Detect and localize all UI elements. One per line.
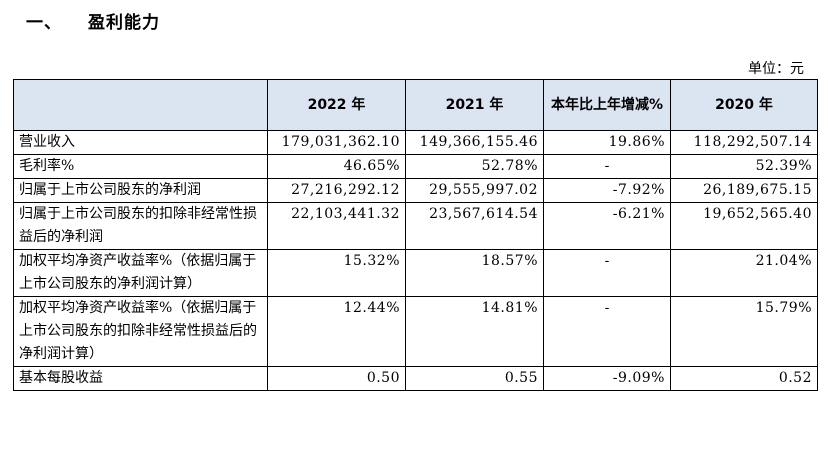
cell-2022: 179,031,362.10 bbox=[267, 130, 406, 155]
table-row: 基本每股收益 0.50 0.55 -9.09% 0.52 bbox=[13, 366, 818, 391]
header-year-2021: 2021 年 bbox=[405, 79, 544, 131]
cell-2021: 23,567,614.54 bbox=[405, 202, 544, 250]
cell-2020: 52.39% bbox=[670, 154, 818, 179]
row-label: 加权平均净资产收益率%（依据归属于上市公司股东的净利润计算） bbox=[13, 249, 268, 297]
header-change: 本年比上年增减% bbox=[543, 79, 671, 131]
section-heading: 一、 盈利能力 bbox=[26, 8, 160, 33]
table-row: 毛利率% 46.65% 52.78% - 52.39% bbox=[13, 154, 818, 179]
unit-label: 单位：元 bbox=[748, 61, 804, 77]
header-item bbox=[13, 79, 268, 131]
cell-2020: 118,292,507.14 bbox=[670, 130, 818, 155]
profitability-table: 2022 年 2021 年 本年比上年增减% 2020 年 营业收入 179,0… bbox=[13, 79, 818, 391]
table-row: 归属于上市公司股东的净利润 27,216,292.12 29,555,997.0… bbox=[13, 178, 818, 203]
header-row: 2022 年 2021 年 本年比上年增减% 2020 年 bbox=[13, 79, 818, 131]
cell-2020: 15.79% bbox=[670, 296, 818, 367]
cell-2022: 22,103,441.32 bbox=[267, 202, 406, 250]
row-label: 归属于上市公司股东的净利润 bbox=[13, 178, 268, 203]
cell-2021: 29,555,997.02 bbox=[405, 178, 544, 203]
cell-change: -9.09% bbox=[543, 366, 671, 391]
cell-2021: 14.81% bbox=[405, 296, 544, 367]
table-row: 营业收入 179,031,362.10 149,366,155.46 19.86… bbox=[13, 130, 818, 155]
cell-change: -6.21% bbox=[543, 202, 671, 250]
cell-2020: 0.52 bbox=[670, 366, 818, 391]
cell-change: - bbox=[543, 296, 671, 367]
cell-change: -7.92% bbox=[543, 178, 671, 203]
table-row: 加权平均净资产收益率%（依据归属于上市公司股东的净利润计算） 15.32% 18… bbox=[13, 249, 818, 297]
row-label: 基本每股收益 bbox=[13, 366, 268, 391]
cell-2021: 149,366,155.46 bbox=[405, 130, 544, 155]
cell-2022: 12.44% bbox=[267, 296, 406, 367]
cell-2021: 18.57% bbox=[405, 249, 544, 297]
table-row: 归属于上市公司股东的扣除非经常性损益后的净利润 22,103,441.32 23… bbox=[13, 202, 818, 250]
cell-2021: 52.78% bbox=[405, 154, 544, 179]
cell-2020: 21.04% bbox=[670, 249, 818, 297]
cell-change: - bbox=[543, 249, 671, 297]
cell-2020: 26,189,675.15 bbox=[670, 178, 818, 203]
section-number: 一、 bbox=[26, 13, 62, 33]
cell-2022: 27,216,292.12 bbox=[267, 178, 406, 203]
table-row: 加权平均净资产收益率%（依据归属于上市公司股东的扣除非经常性损益后的净利润计算）… bbox=[13, 296, 818, 367]
header-year-2022: 2022 年 bbox=[267, 79, 406, 131]
section-title: 盈利能力 bbox=[88, 13, 160, 33]
cell-change: 19.86% bbox=[543, 130, 671, 155]
cell-2022: 46.65% bbox=[267, 154, 406, 179]
row-label: 归属于上市公司股东的扣除非经常性损益后的净利润 bbox=[13, 202, 268, 250]
cell-2021: 0.55 bbox=[405, 366, 544, 391]
cell-2020: 19,652,565.40 bbox=[670, 202, 818, 250]
cell-2022: 15.32% bbox=[267, 249, 406, 297]
row-label: 营业收入 bbox=[13, 130, 268, 155]
cell-change: - bbox=[543, 154, 671, 179]
cell-2022: 0.50 bbox=[267, 366, 406, 391]
row-label: 加权平均净资产收益率%（依据归属于上市公司股东的扣除非经常性损益后的净利润计算） bbox=[13, 296, 268, 367]
row-label: 毛利率% bbox=[13, 154, 268, 179]
header-year-2020: 2020 年 bbox=[670, 79, 818, 131]
